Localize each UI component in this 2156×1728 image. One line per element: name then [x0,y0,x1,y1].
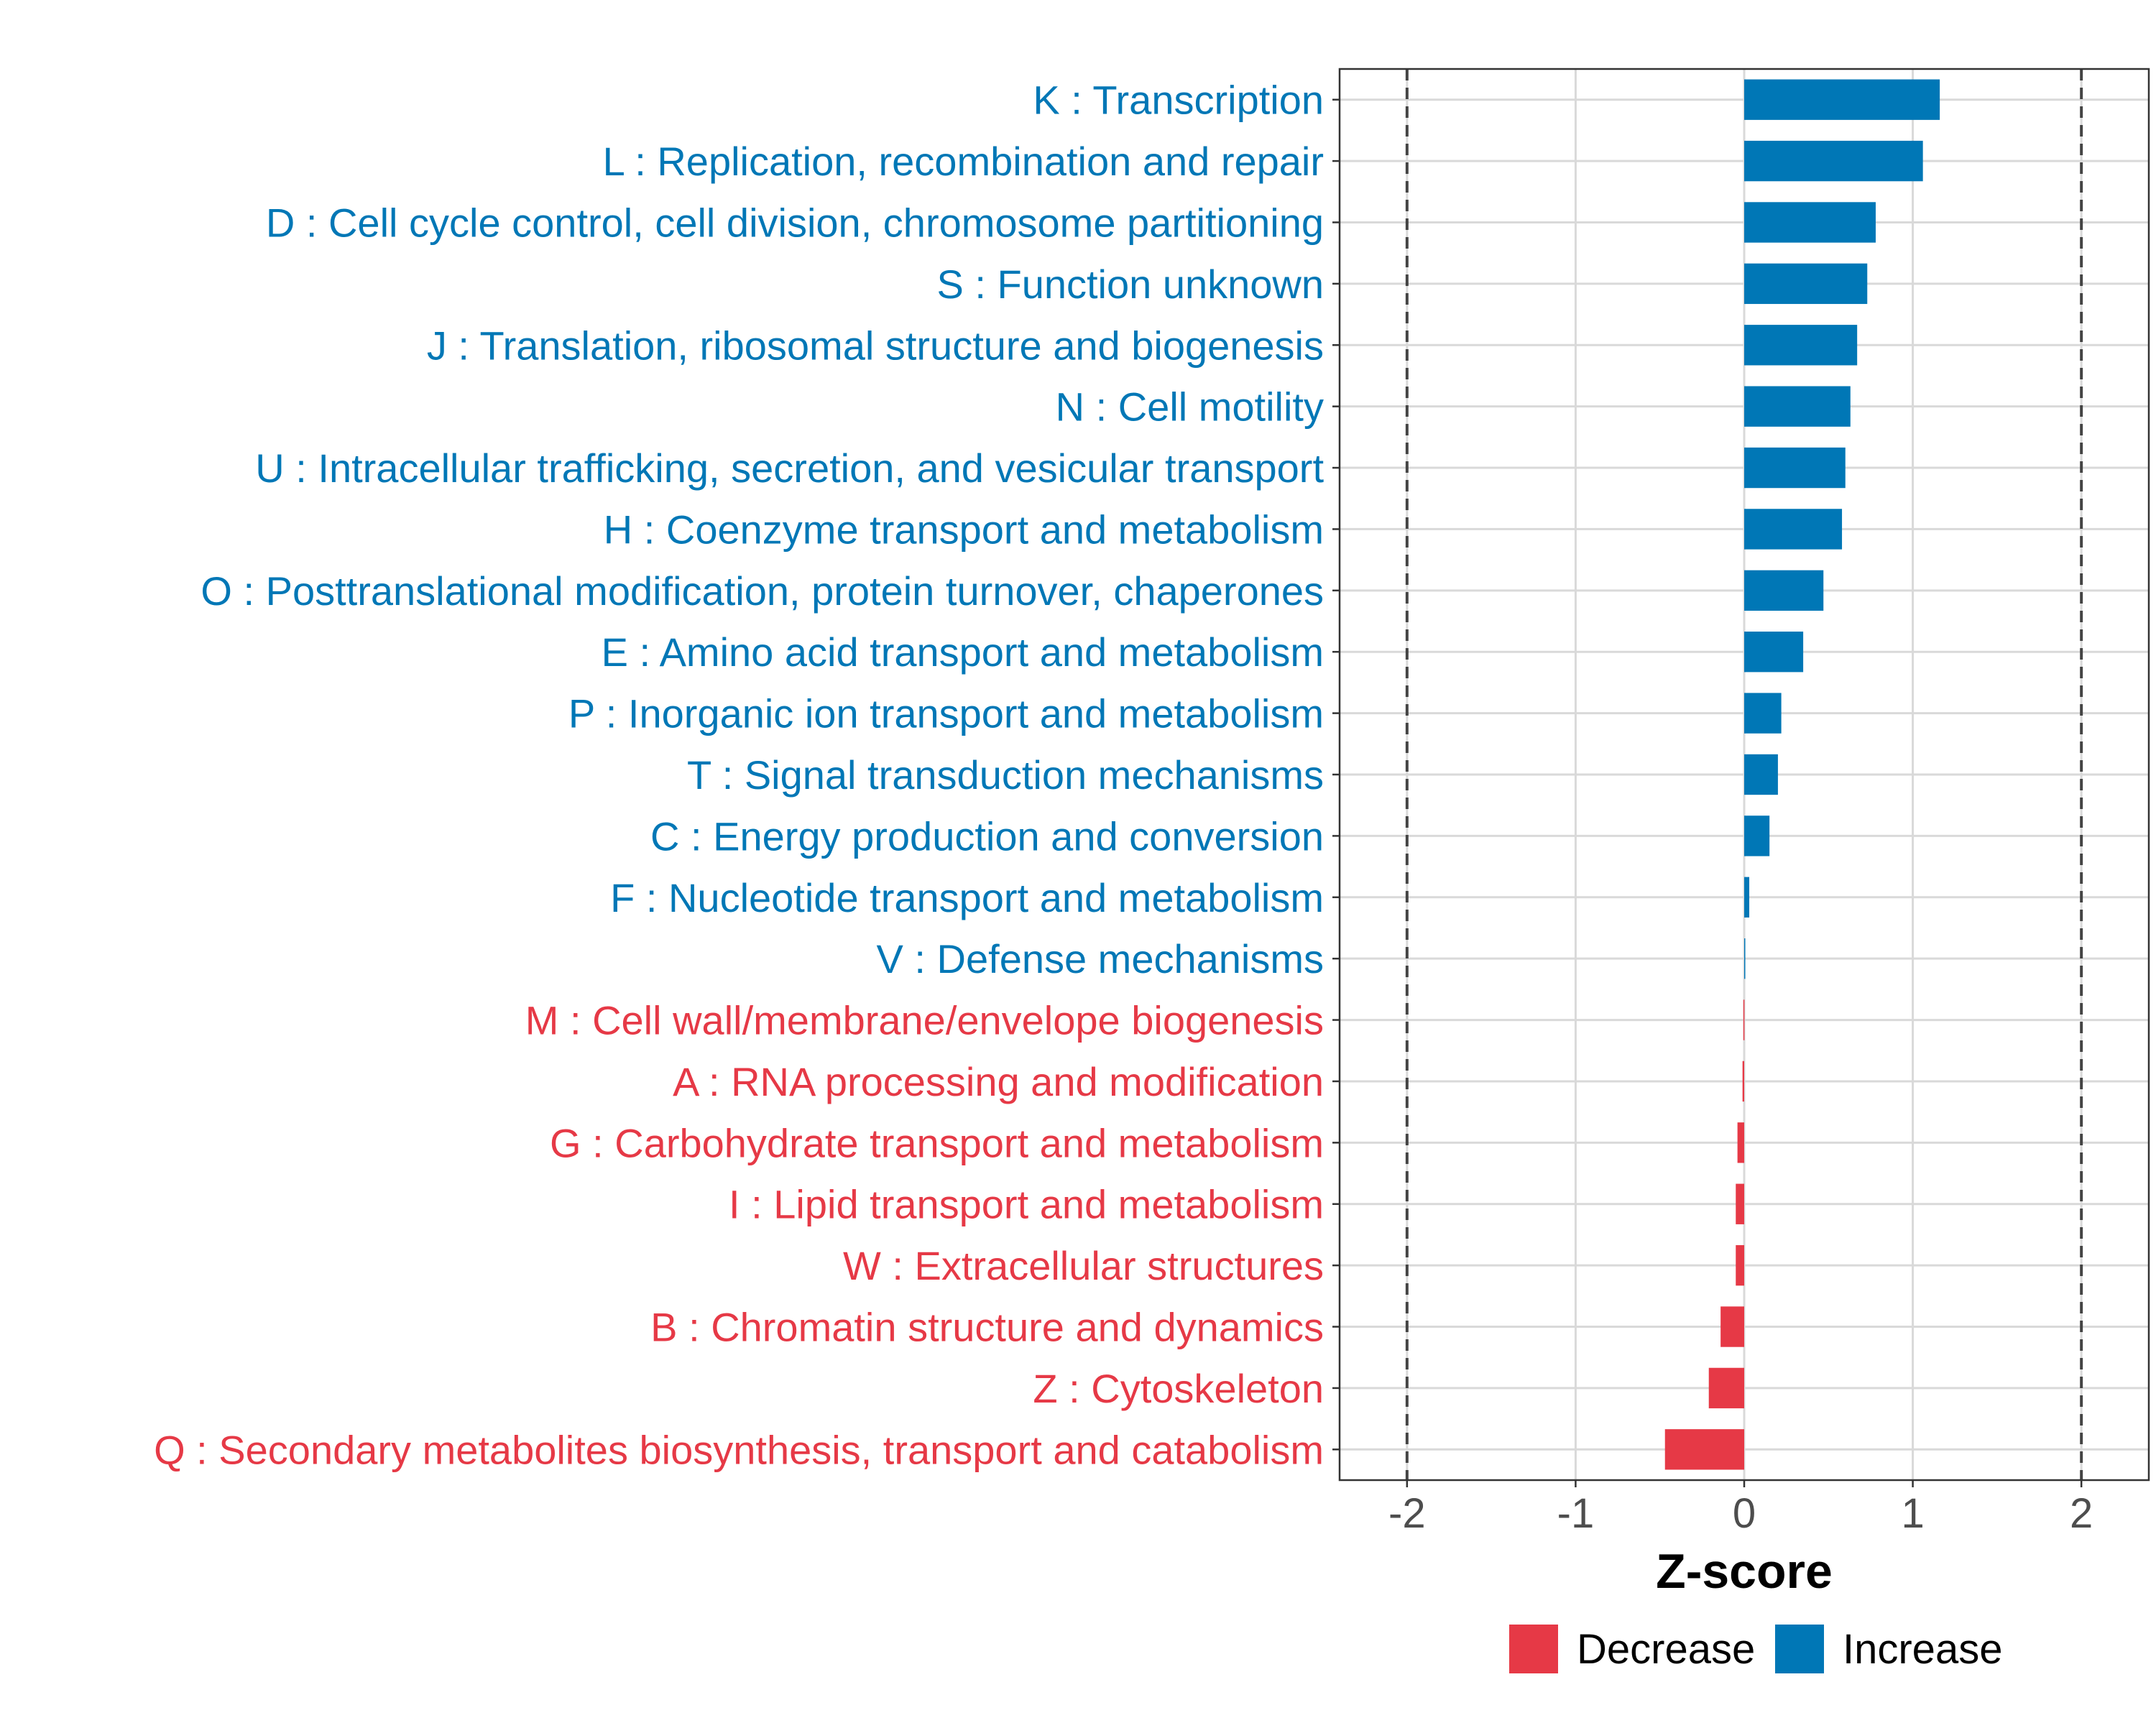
x-tick-label: 2 [2070,1490,2093,1537]
y-tick-label: L : Replication, recombination and repai… [603,139,1324,184]
bar-u [1744,447,1846,489]
y-tick-label: H : Coenzyme transport and metabolism [604,507,1324,552]
x-axis: -2 -1 0 1 2 [1388,1480,2093,1537]
y-tick-label: D : Cell cycle control, cell division, c… [266,200,1324,245]
y-tick-label: N : Cell motility [1056,384,1324,430]
bar-d [1744,202,1876,243]
bar-layer [1664,79,1940,1470]
x-tick-label: -2 [1388,1490,1426,1537]
legend: Decrease Increase [1509,1625,2002,1673]
y-tick-label: A : RNA processing and modification [673,1059,1324,1104]
legend-label-decrease: Decrease [1577,1626,1755,1673]
x-tick-label: 1 [1901,1490,1924,1537]
y-tick-label: B : Chromatin structure and dynamics [650,1305,1324,1350]
bar-q [1664,1429,1744,1470]
bar-a [1742,1061,1744,1102]
y-axis: K : Transcription L : Replication, recomb… [154,78,1340,1472]
y-tick-label: G : Carbohydrate transport and metabolis… [550,1120,1324,1165]
x-axis-title: Z-score [1656,1544,1833,1599]
bar-f [1744,877,1750,918]
bar-i [1736,1183,1744,1224]
bar-g [1737,1122,1744,1163]
legend-swatch-decrease [1509,1625,1558,1673]
bar-h [1744,509,1843,550]
y-tick-label: V : Defense mechanisms [877,936,1324,981]
bar-w [1736,1244,1744,1286]
y-tick-label: K : Transcription [1033,78,1324,123]
bar-v [1744,938,1746,979]
bar-c [1744,816,1770,856]
legend-label-increase: Increase [1843,1626,2002,1673]
bar-b [1720,1306,1744,1347]
bar-k [1744,79,1940,120]
bar-j [1744,325,1858,366]
y-tick-label: J : Translation, ribosomal structure and… [427,323,1324,368]
bar-o [1744,570,1824,611]
bar-s [1744,263,1868,305]
y-tick-label: F : Nucleotide transport and metabolism [610,875,1324,920]
bar-m [1743,999,1745,1040]
y-tick-label: T : Signal transduction mechanisms [687,752,1324,798]
y-tick-label: U : Intracellular trafficking, secretion… [255,445,1324,491]
bar-e [1744,632,1804,673]
y-tick-label: E : Amino acid transport and metabolism [602,629,1324,675]
y-tick-label: P : Inorganic ion transport and metaboli… [568,691,1324,736]
bar-z [1708,1367,1744,1409]
bar-n [1744,386,1851,427]
y-tick-label: O : Posttranslational modification, prot… [201,568,1324,614]
bar-t [1744,754,1778,795]
y-tick-label: W : Extracellular structures [843,1243,1324,1288]
y-tick-label: S : Function unknown [936,262,1324,307]
legend-swatch-increase [1775,1625,1824,1673]
bar-p [1744,693,1782,734]
y-tick-label: Z : Cytoskeleton [1033,1366,1324,1411]
x-tick-label: 0 [1733,1490,1756,1537]
bar-l [1744,140,1923,182]
y-tick-label: M : Cell wall/membrane/envelope biogenes… [525,998,1324,1043]
y-tick-label: C : Energy production and conversion [650,813,1324,859]
x-tick-label: -1 [1557,1490,1595,1537]
y-tick-label: Q : Secondary metabolites biosynthesis, … [154,1427,1324,1472]
y-tick-label: I : Lipid transport and metabolism [729,1182,1324,1227]
reference-lines [1405,69,2083,1480]
